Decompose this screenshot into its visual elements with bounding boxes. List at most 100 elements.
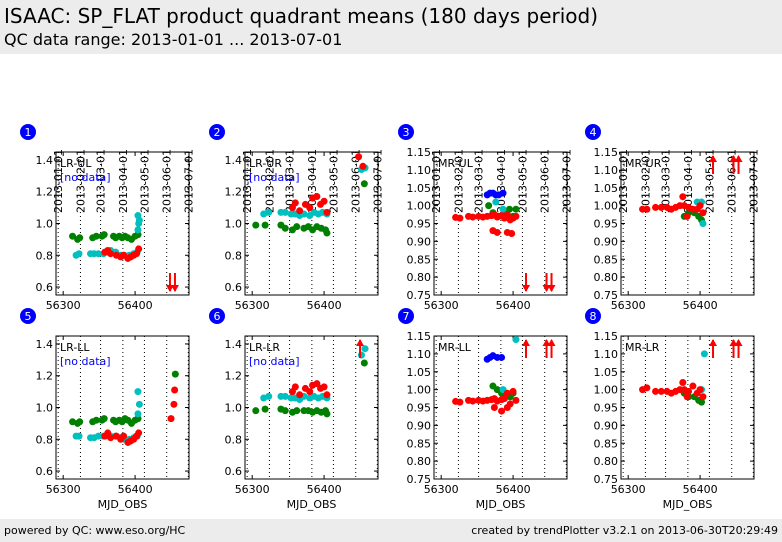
x-tick-label: 56400 bbox=[118, 483, 153, 496]
y-tick-label: 1.05 bbox=[407, 182, 432, 195]
data-point-red bbox=[508, 230, 516, 238]
y-tick-label: 1.4 bbox=[36, 338, 54, 351]
data-point-green bbox=[293, 223, 301, 231]
x-tick-label: 56400 bbox=[118, 299, 153, 312]
y-tick-label: 1.05 bbox=[594, 366, 619, 379]
panel-2: 0.6 0.8 1.0 1.2 1.4 56300 56400 2013-01-01 2013-… bbox=[209, 124, 384, 312]
data-point-green bbox=[261, 405, 269, 413]
data-point-green bbox=[505, 205, 513, 213]
data-point-red bbox=[135, 245, 143, 253]
panel-badge-circle bbox=[20, 124, 36, 140]
data-point-red bbox=[503, 389, 511, 397]
data-point-red bbox=[313, 380, 321, 388]
data-point-red bbox=[679, 378, 687, 386]
x-tick-label: 56400 bbox=[307, 299, 342, 312]
data-point-cyan bbox=[281, 392, 289, 400]
y-tick-label: 0.90 bbox=[407, 235, 432, 248]
y-tick-label: 1.2 bbox=[225, 370, 243, 383]
panel-label: MR-UL bbox=[438, 157, 474, 170]
data-point-red bbox=[120, 432, 128, 440]
data-point-green bbox=[92, 416, 100, 424]
y-tick-label: 0.85 bbox=[407, 437, 432, 450]
y-tick-label: 0.80 bbox=[407, 271, 432, 284]
x-tick-label: 56300 bbox=[611, 483, 646, 496]
y-tick-label: 1.15 bbox=[594, 330, 619, 343]
out-of-range-arrow-head bbox=[170, 285, 179, 292]
data-point-cyan bbox=[357, 351, 365, 359]
page-subtitle: QC data range: 2013-01-01 ... 2013-07-01 bbox=[4, 30, 343, 49]
data-point-green bbox=[252, 221, 260, 229]
data-point-green bbox=[360, 180, 368, 188]
data-point-cyan bbox=[492, 198, 500, 206]
data-point-red bbox=[296, 391, 304, 399]
y-tick-label: 1.15 bbox=[594, 146, 619, 159]
y-tick-label: 1.00 bbox=[594, 384, 619, 397]
y-tick-label: 1.10 bbox=[594, 348, 619, 361]
y-tick-label: 1.00 bbox=[594, 200, 619, 213]
data-point-green bbox=[485, 202, 493, 210]
y-tick-label: 1.05 bbox=[407, 366, 432, 379]
panel-label: MR-UR bbox=[625, 157, 662, 170]
y-tick-label: 0.80 bbox=[407, 455, 432, 468]
panel-label: LR-UL bbox=[60, 157, 92, 170]
data-point-blue bbox=[498, 353, 506, 361]
y-tick-label: 1.0 bbox=[36, 218, 54, 231]
date-tick-label: 2013-05-01 bbox=[138, 149, 151, 213]
data-point-red bbox=[313, 192, 321, 200]
data-point-red bbox=[696, 386, 704, 394]
panel-badge-number: 5 bbox=[25, 310, 32, 323]
out-of-range-arrow-head bbox=[522, 285, 531, 292]
panel-1: 0.6 0.8 1.0 1.2 1.4 56300 56400 2013-01-01 2013-… bbox=[20, 124, 195, 312]
data-point-red bbox=[652, 203, 660, 211]
date-tick-label: 2013-06-01 bbox=[539, 149, 552, 213]
y-tick-label: 1.15 bbox=[407, 330, 432, 343]
panel-label: MR-LL bbox=[438, 341, 472, 354]
data-point-red bbox=[456, 398, 464, 406]
date-tick-label: 2013-04-01 bbox=[117, 149, 130, 213]
data-point-green bbox=[69, 232, 77, 240]
data-point-green bbox=[76, 418, 84, 426]
y-tick-label: 0.85 bbox=[594, 437, 619, 450]
data-point-red bbox=[509, 387, 517, 395]
data-point-red bbox=[107, 434, 115, 442]
panel-label: LR-LL bbox=[60, 341, 90, 354]
date-tick-label: 2013-01-01 bbox=[430, 149, 443, 213]
date-tick-label: 2013-03-01 bbox=[284, 149, 297, 213]
data-point-cyan bbox=[94, 250, 102, 258]
data-point-red bbox=[291, 199, 299, 207]
data-point-red bbox=[652, 387, 660, 395]
data-point-cyan bbox=[265, 392, 273, 400]
out-of-range-arrow-head bbox=[709, 339, 718, 346]
data-point-cyan bbox=[265, 208, 273, 216]
data-point-red bbox=[500, 395, 508, 403]
date-tick-label: 2013-03-01 bbox=[473, 149, 486, 213]
data-point-red bbox=[355, 153, 363, 161]
panel-4: 0.75 0.80 0.85 0.90 0.95 1.00 1.05 1.10 1.15 5630… bbox=[585, 124, 760, 312]
panel-label: LR-LR bbox=[249, 341, 280, 354]
y-tick-label: 1.0 bbox=[225, 402, 243, 415]
panel-badge-number: 4 bbox=[590, 126, 597, 139]
footer-bar: powered by QC: www.eso.org/HC created by… bbox=[0, 519, 782, 542]
panel-badge-number: 7 bbox=[403, 310, 410, 323]
y-tick-label: 0.95 bbox=[407, 218, 432, 231]
data-point-red bbox=[503, 404, 511, 411]
data-point-red bbox=[323, 391, 331, 399]
date-tick-label: 2013-06-01 bbox=[350, 149, 363, 213]
panel-6: 0.6 0.8 1.0 1.2 1.4 56300 56400 MJD_OBS 6 LR-LR[n… bbox=[209, 308, 379, 511]
panel-badge-circle bbox=[398, 308, 414, 324]
data-point-red bbox=[683, 393, 691, 401]
x-tick-label: 56400 bbox=[683, 483, 718, 496]
x-tick-label: 56300 bbox=[235, 299, 270, 312]
date-tick-label: 2013-06-01 bbox=[726, 149, 739, 213]
x-tick-label: 56400 bbox=[307, 483, 342, 496]
data-point-cyan bbox=[75, 432, 83, 440]
data-point-red bbox=[643, 384, 651, 392]
y-tick-label: 1.00 bbox=[407, 384, 432, 397]
date-tick-label: 2013-06-01 bbox=[161, 149, 174, 213]
panel-badge-circle bbox=[209, 124, 225, 140]
y-tick-label: 0.85 bbox=[407, 253, 432, 266]
panel-label: LR-UR bbox=[249, 157, 282, 170]
x-axis-label: MJD_OBS bbox=[476, 498, 526, 511]
no-data-label: [no data] bbox=[249, 355, 300, 368]
y-tick-label: 1.00 bbox=[407, 200, 432, 213]
